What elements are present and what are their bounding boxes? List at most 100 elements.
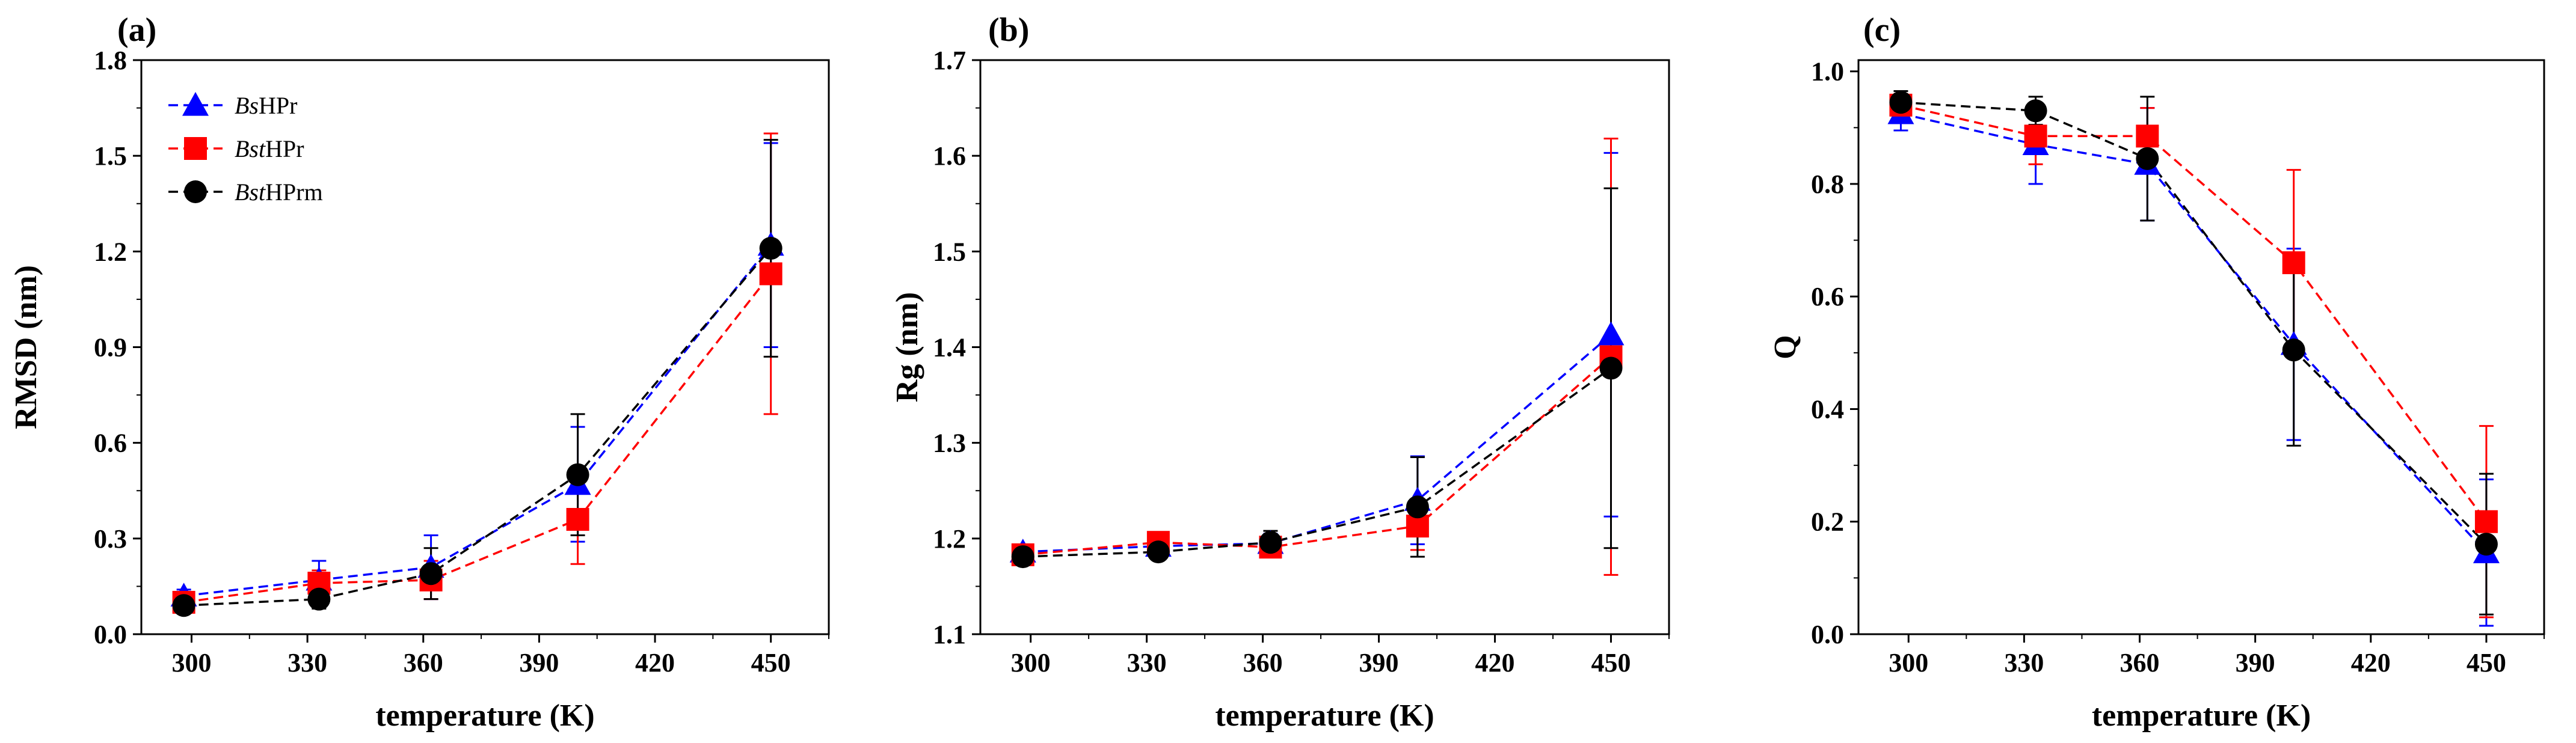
legend-italic-part: Bst [235, 179, 266, 206]
legend-marker [184, 137, 207, 160]
data-point [1889, 91, 1913, 114]
series-BsHPr [1015, 151, 1618, 557]
series-line [1901, 101, 2488, 545]
data-point [759, 237, 782, 260]
y-tick-label: 1.2 [933, 524, 966, 554]
legend-rest-part: HPr [259, 92, 297, 119]
data-point [2474, 510, 2498, 533]
y-tick-label: 0.6 [94, 429, 127, 458]
y-axis-title: Rg (nm) [890, 292, 924, 402]
plot-frame [979, 59, 1670, 635]
data-point [759, 262, 782, 286]
y-tick-label: 0.0 [1811, 620, 1844, 649]
x-tick-label: 420 [1475, 648, 1515, 677]
legend-marker [184, 180, 207, 203]
x-axis-title: temperature (K) [1215, 699, 1434, 733]
x-tick-label: 420 [2351, 648, 2391, 677]
y-tick-label: 1.7 [933, 46, 966, 75]
series-BstHPr [1893, 93, 2494, 619]
markers-BsHPr [1009, 321, 1625, 563]
x-tick-label: 360 [404, 648, 443, 677]
data-point [2024, 99, 2047, 123]
series-line [183, 273, 772, 604]
x-tick-label: 300 [1011, 648, 1051, 677]
y-tick-label: 1.4 [933, 333, 966, 362]
markers-BstHPrm [1889, 91, 2498, 556]
y-axis-title: Q [1768, 335, 1803, 359]
y-tick-label: 1.5 [94, 141, 127, 171]
legend-italic-part: Bst [235, 135, 266, 162]
legend-marker [182, 92, 209, 116]
x-tick-label: 450 [1591, 648, 1631, 677]
data-point [566, 463, 589, 486]
y-tick-label: 0.3 [94, 524, 127, 554]
y-tick-label: 1.2 [94, 237, 127, 266]
data-point [2136, 147, 2159, 170]
y-tick-label: 1.3 [933, 429, 966, 458]
legend-rest-part: HPr [265, 135, 304, 162]
data-point [2282, 338, 2305, 362]
data-point [307, 587, 331, 611]
data-point [2136, 124, 2159, 148]
y-tick-label: 1.0 [1811, 57, 1844, 87]
panel-label: (b) [988, 11, 1029, 49]
markers-BstHPrm [172, 237, 782, 617]
legend-entry: BsHPr [235, 92, 297, 119]
markers-BstHPrm [1011, 356, 1623, 569]
series-BsHPr [176, 142, 778, 604]
plot-frame [1857, 59, 2545, 635]
data-point [2024, 124, 2047, 148]
y-tick-label: 1.5 [933, 237, 966, 266]
data-point [566, 508, 589, 531]
y-tick-label: 1.1 [933, 620, 966, 649]
x-tick-label: 390 [1359, 648, 1399, 677]
data-point [419, 562, 443, 586]
panel-label: (c) [1863, 11, 1901, 49]
x-tick-label: 450 [751, 648, 791, 677]
data-point [1011, 545, 1034, 569]
panel-label: (a) [117, 11, 156, 49]
x-tick-label: 330 [2004, 648, 2044, 677]
series-BstHPr [1015, 138, 1618, 576]
legend-entry: BstHPrm [235, 179, 323, 206]
series-line [183, 247, 772, 607]
x-tick-label: 420 [635, 648, 675, 677]
data-point [1259, 531, 1282, 554]
x-tick-label: 360 [2120, 648, 2160, 677]
y-tick-label: 0.4 [1811, 394, 1844, 424]
y-tick-label: 0.6 [1811, 282, 1844, 311]
series-line [1022, 334, 1612, 553]
series-BstHPrm [1893, 90, 2494, 616]
data-point [2282, 251, 2305, 275]
markers-BstHPr [1011, 345, 1623, 566]
y-axis-title: RMSD (nm) [9, 265, 43, 429]
x-axis-title: temperature (K) [2092, 699, 2311, 733]
data-point [1597, 321, 1625, 346]
series-line [1901, 112, 2488, 554]
markers-BsHPr [170, 231, 784, 607]
y-tick-label: 0.0 [94, 620, 127, 649]
x-tick-label: 300 [171, 648, 211, 677]
series-BstHPrm [1015, 187, 1618, 561]
legend-rest-part: HPrm [265, 179, 323, 206]
x-tick-label: 330 [1127, 648, 1167, 677]
chart-panel-1: 300 330 360 390 420 450 0.0 0.3 0.6 0.9 1.2 1.5 1.8 t… [9, 11, 830, 733]
series-BsHPr [1893, 96, 2494, 627]
series-line [1022, 356, 1612, 556]
legend-italic-part: Bs [235, 92, 259, 119]
legend-entry: BstHPr [235, 135, 304, 162]
y-tick-label: 1.8 [94, 46, 127, 75]
y-tick-label: 0.8 [1811, 170, 1844, 199]
x-tick-label: 330 [287, 648, 327, 677]
x-tick-label: 450 [2467, 648, 2506, 677]
x-axis-title: temperature (K) [375, 699, 594, 733]
series-line [1022, 367, 1612, 558]
chart-panel-3: 300 330 360 390 420 450 0.0 0.2 0.4 0.6 0.8 1.0 temp… [1768, 11, 2545, 733]
x-tick-label: 360 [1243, 648, 1283, 677]
data-point [2474, 533, 2498, 556]
data-point [172, 594, 195, 617]
data-point [1146, 540, 1170, 564]
chart-panel-2: 300 330 360 390 420 450 1.1 1.2 1.3 1.4 1.5 1.6 1.7 t… [890, 11, 1670, 733]
